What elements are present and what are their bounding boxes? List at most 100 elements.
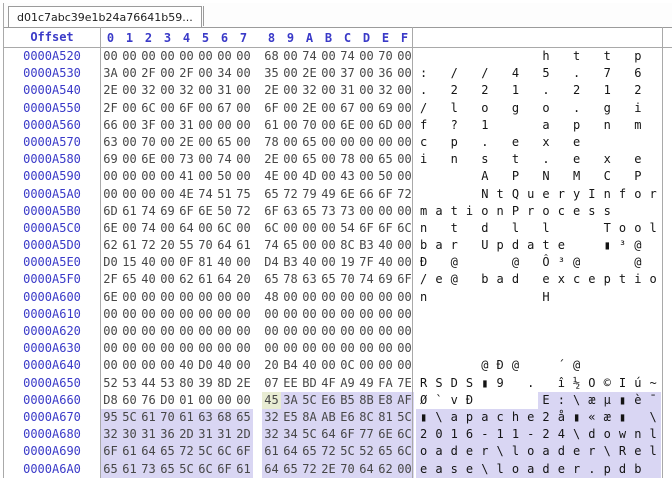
ascii-char[interactable]: e (542, 186, 550, 201)
hex-byte-cell[interactable]: 00 (160, 186, 175, 201)
ascii-char[interactable]: \ (645, 408, 661, 427)
hex-byte-cell[interactable]: 19 (340, 255, 355, 270)
ascii-char[interactable] (492, 151, 507, 168)
hex-byte-cell[interactable]: 00 (236, 289, 251, 304)
hex-byte-cell[interactable]: 00 (397, 203, 412, 218)
ascii-char[interactable]: y (573, 186, 581, 201)
hex-byte-cell[interactable]: 00 (160, 255, 175, 270)
ascii-char[interactable]: b (420, 238, 428, 253)
hex-byte-cell[interactable]: 00 (236, 169, 251, 184)
hex-byte-cell[interactable]: 61 (120, 460, 139, 478)
ascii-char[interactable]: t (496, 186, 504, 201)
ascii-char[interactable] (584, 117, 599, 134)
hex-byte-cell[interactable]: 72 (236, 203, 251, 218)
hex-byte-cell[interactable]: 45 (262, 391, 281, 409)
ascii-char[interactable] (615, 357, 630, 374)
hex-byte-cell[interactable]: 00 (397, 238, 412, 253)
hex-byte-cell[interactable]: 81 (376, 408, 395, 427)
ascii-char[interactable] (523, 151, 538, 168)
hex-byte-cell[interactable]: 6F (359, 220, 374, 235)
ascii-char[interactable] (554, 134, 569, 151)
file-tab[interactable]: d01c7abc39e1b24a76641b59... (8, 6, 202, 27)
hex-byte-cell[interactable]: 00 (378, 306, 393, 321)
hex-byte-cell[interactable]: D0 (198, 358, 213, 373)
ascii-char[interactable]: ▮ (614, 408, 631, 427)
ascii-char[interactable] (615, 82, 630, 99)
hex-byte-cell[interactable]: 65 (158, 460, 177, 478)
hex-byte-cell[interactable]: 6C (397, 220, 412, 235)
hex-byte-cell[interactable]: 40 (217, 358, 232, 373)
ascii-char[interactable]: a (523, 460, 539, 478)
hex-byte-cell[interactable]: 00 (198, 100, 213, 115)
ascii-char[interactable] (645, 306, 660, 323)
hex-byte-cell[interactable]: 00 (283, 100, 298, 115)
hex-byte-cell[interactable]: 00 (236, 152, 251, 167)
hex-byte-cell[interactable]: 00 (179, 289, 194, 304)
ascii-char[interactable] (645, 117, 660, 134)
ascii-char[interactable]: d (584, 426, 600, 444)
hex-byte-cell[interactable]: A9 (340, 375, 355, 390)
ascii-char[interactable]: 1 (446, 426, 462, 444)
ascii-char[interactable] (508, 117, 523, 134)
hex-byte-cell[interactable]: 2E (236, 375, 251, 390)
ascii-char[interactable] (431, 340, 446, 357)
ascii-char[interactable] (615, 323, 630, 340)
ascii-char[interactable]: t (573, 49, 581, 63)
ascii-char[interactable]: w (614, 426, 631, 444)
hex-byte-cell[interactable]: 00 (378, 134, 393, 149)
ascii-char[interactable]: P (511, 169, 520, 184)
hex-byte-cell[interactable]: 6F (234, 443, 253, 461)
hex-byte-cell[interactable]: 40 (141, 272, 156, 287)
hex-byte-cell[interactable]: 31 (217, 83, 232, 98)
ascii-char[interactable] (645, 357, 660, 374)
ascii-char[interactable]: R (420, 375, 428, 390)
hex-byte-cell[interactable]: 00 (141, 358, 156, 373)
ascii-char[interactable] (645, 168, 660, 185)
hex-byte-cell[interactable]: 00 (302, 306, 317, 321)
ascii-char[interactable]: s (588, 203, 596, 218)
hex-byte-cell[interactable]: 00 (283, 289, 298, 304)
hex-byte-cell[interactable]: 00 (340, 134, 355, 149)
hex-byte-cell[interactable]: 6F (179, 100, 194, 115)
hex-byte-cell[interactable]: 00 (217, 289, 232, 304)
ascii-char[interactable] (477, 340, 492, 357)
hex-byte-cell[interactable]: 00 (122, 83, 137, 98)
hex-byte-cell[interactable]: 74 (302, 49, 317, 63)
hex-byte-cell[interactable]: 00 (321, 220, 336, 235)
hex-byte-cell[interactable]: 6C (395, 443, 414, 461)
ascii-char[interactable]: 2 (450, 83, 458, 98)
hex-byte-cell[interactable]: 6F (264, 203, 279, 218)
hex-byte-cell[interactable]: 00 (302, 341, 317, 356)
ascii-char[interactable] (462, 271, 477, 288)
hex-byte-cell[interactable]: 00 (321, 255, 336, 270)
ascii-char[interactable]: d (511, 238, 520, 253)
ascii-char[interactable] (431, 168, 446, 185)
ascii-char[interactable]: î (557, 375, 565, 390)
ascii-char[interactable] (431, 117, 446, 134)
hex-byte-cell[interactable]: 32 (302, 83, 317, 98)
ascii-char[interactable]: . (542, 152, 550, 167)
ascii-char[interactable]: a (477, 408, 493, 427)
hex-byte-cell[interactable]: 00 (103, 169, 118, 184)
ascii-char[interactable] (462, 254, 477, 271)
hex-byte-cell[interactable]: 64 (217, 272, 232, 287)
hex-byte-cell[interactable]: 65 (378, 152, 393, 167)
ascii-char[interactable] (645, 323, 660, 340)
ascii-char[interactable] (569, 340, 584, 357)
hex-byte-cell[interactable]: 65 (321, 272, 336, 287)
hex-byte-cell[interactable]: 50 (378, 169, 393, 184)
ascii-char[interactable] (554, 65, 569, 82)
hex-byte-cell[interactable]: D4 (264, 255, 279, 270)
hex-byte-cell[interactable]: 00 (321, 117, 336, 132)
hex-byte-cell[interactable]: 00 (397, 66, 412, 81)
ascii-char[interactable]: æ (584, 391, 600, 409)
hex-byte-cell[interactable]: 2E (103, 83, 118, 98)
ascii-char[interactable] (447, 323, 462, 340)
ascii-char[interactable]: h (542, 49, 550, 63)
ascii-char[interactable]: 1 (603, 83, 611, 98)
hex-byte-cell[interactable]: 00 (359, 117, 374, 132)
ascii-char[interactable] (492, 65, 507, 82)
ascii-char[interactable]: U (481, 238, 489, 253)
hex-byte-cell[interactable]: E6 (319, 391, 338, 409)
ascii-char[interactable] (462, 237, 477, 254)
